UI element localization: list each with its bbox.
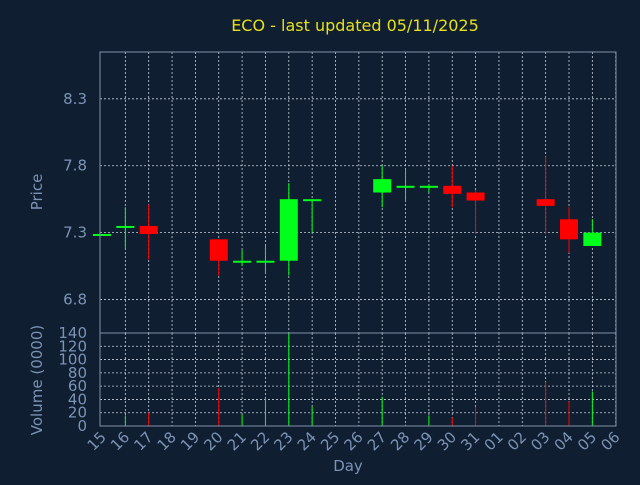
volume-tick-label: 100 [58,351,87,369]
day-tick-label: 24 [294,428,320,454]
candle-body [93,233,111,236]
candle-body [536,199,555,206]
day-tick-label: 03 [527,428,553,454]
candle [116,207,135,249]
day-tick-label: 29 [410,428,436,454]
candle-body [116,225,135,228]
candle [419,184,438,193]
candle-body [443,185,462,194]
candle [209,239,228,276]
day-tick-label: 25 [317,428,343,454]
volume-tick-label: 120 [58,337,87,355]
volume-bars [124,333,593,426]
candle-body [560,219,578,240]
candle-body [373,179,392,193]
candle-body [583,232,602,247]
candle-body [209,239,228,261]
candle-body [256,260,275,263]
day-tick-label: 02 [504,428,530,454]
day-tick-label: 23 [270,428,296,454]
candle [93,233,111,236]
candle-body [419,185,438,188]
day-tick-label: 30 [434,428,460,454]
price-plot-frame [99,51,617,334]
price-grid [100,52,617,333]
volume-tick-label: 140 [58,324,87,342]
price-tick-label: 7.3 [63,224,87,242]
volume-tick-label: 80 [68,364,87,382]
candle [443,165,462,208]
candle [583,219,602,247]
candle-body [233,260,252,263]
volume-tick-label: 40 [68,390,87,408]
candle-body [466,192,485,201]
candle [303,199,322,233]
chart-title: ECO - last updated 05/11/2025 [231,16,479,35]
price-tick-label: 8.3 [63,90,87,108]
volume-tick-label: 0 [77,417,87,435]
candle-body [139,225,158,234]
price-axis-ticks: 6.8 7.3 7.8 8.3 [63,90,87,309]
day-axis-ticks: 1516171819202122232425262728293031010203… [84,428,624,454]
day-tick-label: 06 [597,428,623,454]
candle [536,156,555,234]
day-tick-label: 05 [574,428,600,454]
candle-body [303,199,322,202]
candle-body [279,199,298,261]
candle [139,204,158,260]
day-tick-label: 18 [154,428,180,454]
candle [256,246,275,275]
day-tick-label: 22 [247,428,273,454]
price-candles [93,156,602,276]
price-tick-label: 6.8 [63,291,87,309]
price-axis-label: Price [28,174,46,211]
volume-tick-label: 20 [68,404,87,422]
day-tick-label: 31 [457,428,483,454]
day-tick-label: 16 [107,428,133,454]
day-tick-label: 20 [200,428,226,454]
candle [279,183,298,276]
candle [373,165,392,208]
day-tick-label: 26 [340,428,366,454]
candle-body [396,185,415,188]
price-tick-label: 7.8 [63,157,87,175]
day-tick-label: 17 [130,428,156,454]
day-axis-label: Day [333,457,363,475]
candle [396,169,415,202]
day-tick-label: 01 [481,428,507,454]
volume-axis-label: Volume (0000) [28,325,46,435]
day-tick-label: 21 [224,428,250,454]
day-tick-label: 28 [387,428,413,454]
volume-grid [100,333,617,426]
day-tick-label: 27 [364,428,390,454]
candle [233,250,252,267]
candle [560,207,578,253]
day-tick-label: 19 [177,428,203,454]
volume-tick-label: 60 [68,377,87,395]
volume-plot-frame [99,332,617,427]
candle [466,189,485,234]
day-tick-label: 15 [84,428,110,454]
day-tick-label: 04 [551,428,577,454]
